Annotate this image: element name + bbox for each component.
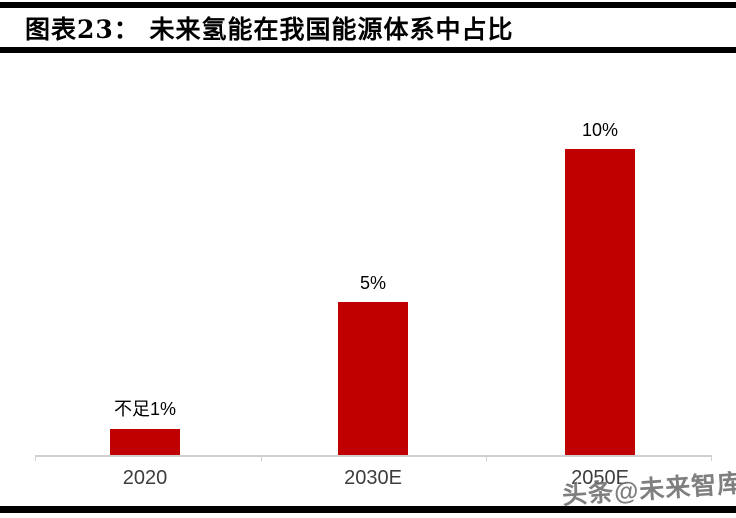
bar-2030E bbox=[338, 302, 408, 455]
bar-value-label: 5% bbox=[359, 273, 386, 293]
figure-title: 图表23： 未来氢能在我国能源体系中占比 bbox=[25, 14, 514, 44]
title-divider bbox=[0, 47, 736, 53]
x-tick-label: 2030E bbox=[344, 467, 402, 489]
x-tick-label: 2050E bbox=[571, 467, 629, 489]
bar-value-label: 10% bbox=[581, 120, 619, 140]
x-tick-label: 2020 bbox=[122, 467, 168, 489]
bar-chart-plot-area: 不足1% 2020 5% 2030E 10% 2050E bbox=[35, 55, 712, 489]
x-axis-tick bbox=[260, 457, 262, 461]
x-axis-tick bbox=[711, 457, 712, 461]
bar-2020 bbox=[110, 429, 180, 455]
figure-title-row: 图表23： 未来氢能在我国能源体系中占比 bbox=[0, 8, 736, 47]
top-divider bbox=[0, 2, 736, 8]
bar-2050E bbox=[565, 149, 635, 455]
x-axis-tick bbox=[35, 457, 36, 461]
x-axis-tick bbox=[486, 457, 488, 461]
bar-value-label: 不足1% bbox=[113, 399, 176, 419]
bottom-divider bbox=[0, 506, 736, 513]
